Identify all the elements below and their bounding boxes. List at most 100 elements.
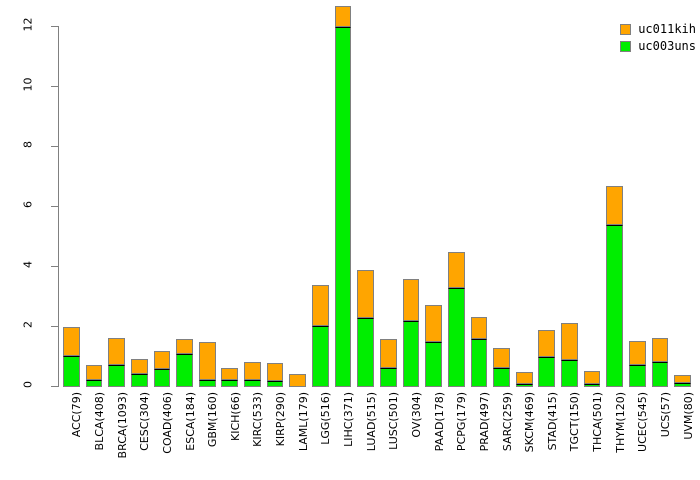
bar-column xyxy=(289,373,307,387)
x-axis-tick-label: KIRC(533) xyxy=(251,392,265,447)
bar-segment-uc011kih xyxy=(62,327,80,356)
bar-segment-uc003uns xyxy=(674,382,692,387)
x-axis-tick-label: LIHC(371) xyxy=(342,392,356,447)
bar-segment-uc003uns xyxy=(538,357,556,387)
x-axis-tick-label-wrap: KIRP(290) xyxy=(267,392,287,480)
x-axis-tick-label: BRCA(1093) xyxy=(115,392,129,459)
bar-column xyxy=(674,375,692,387)
bar-segment-uc011kih xyxy=(606,186,624,225)
x-axis-tick-label: BLCA(408) xyxy=(92,392,106,451)
bar-segment-uc003uns xyxy=(130,373,148,387)
y-axis-tick xyxy=(51,326,58,327)
bar-column xyxy=(62,327,80,387)
x-axis-tick-label-wrap: UVM(80) xyxy=(674,392,695,480)
x-axis-tick-label: ACC(79) xyxy=(70,392,84,438)
x-axis-tick-label: LUSC(501) xyxy=(387,392,401,450)
x-axis-tick-label-wrap: LUAD(515) xyxy=(357,392,378,480)
x-axis-tick-label: THCA(501) xyxy=(591,392,605,452)
x-axis-tick-label-wrap: LUSC(501) xyxy=(380,392,401,480)
legend-swatch-icon xyxy=(620,40,632,52)
bar-column xyxy=(176,339,193,387)
bar-column xyxy=(357,270,375,387)
bar-segment-uc011kih xyxy=(561,322,578,360)
x-axis-tick-label-wrap: COAD(406) xyxy=(154,392,174,480)
bar-column xyxy=(153,351,171,387)
bar-segment-uc003uns xyxy=(425,342,442,387)
bar-segment-uc011kih xyxy=(425,304,442,342)
bar-column xyxy=(221,367,239,387)
bar-segment-uc011kih xyxy=(629,340,646,365)
bar-segment-uc003uns xyxy=(493,367,510,387)
bar-segment-uc011kih xyxy=(538,330,556,357)
y-axis-tick-label-wrap: 10 xyxy=(8,78,48,93)
bar-column xyxy=(85,364,103,387)
bar-segment-uc003uns xyxy=(357,318,375,387)
y-axis-tick-label: 12 xyxy=(21,17,35,32)
x-axis-tick-label: UCEC(545) xyxy=(636,392,650,452)
bar-column xyxy=(402,279,420,387)
legend-swatch-icon xyxy=(620,23,632,35)
bar-segment-uc011kih xyxy=(379,339,397,368)
bar-column xyxy=(561,322,578,387)
bar-segment-uc011kih xyxy=(583,371,601,384)
bar-segment-uc011kih xyxy=(108,337,125,365)
bar-segment-uc011kih xyxy=(470,316,488,339)
bar-segment-uc003uns xyxy=(402,321,420,387)
bar-segment-uc011kih xyxy=(221,367,239,380)
y-axis-tick-label: 4 xyxy=(21,261,35,268)
bar-segment-uc003uns xyxy=(176,354,193,387)
bar-segment-uc003uns xyxy=(447,288,465,387)
legend-label: uc003uns xyxy=(638,39,696,53)
bar-column xyxy=(470,316,488,387)
plot-area xyxy=(60,6,692,387)
x-axis-tick-label-wrap: SKCM(469) xyxy=(516,392,536,480)
x-axis-tick-label: PRAD(497) xyxy=(477,392,491,452)
bar-segment-uc011kih xyxy=(244,361,261,380)
legend-label: uc011kih xyxy=(638,22,696,36)
bar-segment-uc003uns xyxy=(470,339,488,387)
x-axis-tick-label-wrap: CESC(304) xyxy=(131,392,151,480)
x-axis-tick-label-wrap: THYM(120) xyxy=(606,392,627,480)
bar-segment-uc003uns xyxy=(62,355,80,387)
bar-segment-uc003uns xyxy=(244,379,261,387)
x-axis-tick-label-wrap: BLCA(408) xyxy=(86,392,106,480)
bar-segment-uc011kih xyxy=(312,285,329,326)
x-axis-tick-label-wrap: THCA(501) xyxy=(584,392,605,480)
x-axis-tick-label-wrap: UCS(57) xyxy=(652,392,672,480)
bar-segment-uc003uns xyxy=(334,27,352,387)
y-axis-tick-label-wrap: 12 xyxy=(8,18,48,33)
x-axis-tick-label-wrap: TGCT(150) xyxy=(561,392,581,480)
bar-column xyxy=(312,285,329,387)
bar-column xyxy=(538,330,556,387)
bar-segment-uc003uns xyxy=(379,367,397,387)
x-axis-tick-label: LAML(179) xyxy=(296,392,310,452)
bar-column xyxy=(379,339,397,387)
bar-segment-uc011kih xyxy=(357,270,375,318)
x-axis-tick-label-wrap: KICH(66) xyxy=(221,392,242,480)
y-axis-tick-label: 6 xyxy=(21,201,35,208)
x-axis-tick-label-wrap: PAAD(178) xyxy=(425,392,446,480)
x-axis-tick-label: STAD(415) xyxy=(545,392,559,451)
y-axis-tick-label-wrap: 6 xyxy=(8,199,48,213)
x-axis-tick-label-wrap: ACC(79) xyxy=(63,392,84,480)
bar-segment-uc003uns xyxy=(85,379,103,387)
x-axis-tick-label: PCPG(179) xyxy=(455,392,469,452)
bar-column xyxy=(606,186,624,387)
y-axis-tick xyxy=(51,206,58,207)
x-axis-tick-label-wrap: KIRC(533) xyxy=(244,392,265,480)
x-axis-tick-label: KICH(66) xyxy=(228,392,242,441)
bar-column xyxy=(244,361,261,387)
bar-segment-uc011kih xyxy=(334,6,352,27)
bar-segment-uc011kih xyxy=(130,358,148,374)
bar-segment-uc011kih xyxy=(266,363,284,381)
bar-segment-uc003uns xyxy=(561,360,578,387)
bar-column xyxy=(334,6,352,387)
bar-segment-uc003uns xyxy=(515,384,533,387)
bar-segment-uc003uns xyxy=(312,325,329,387)
bar-column xyxy=(515,372,533,387)
bar-segment-uc011kih xyxy=(176,339,193,354)
bar-segment-uc003uns xyxy=(198,379,216,387)
x-axis-tick-label: LGG(516) xyxy=(319,392,333,445)
x-axis-tick-label: THYM(120) xyxy=(613,392,627,453)
